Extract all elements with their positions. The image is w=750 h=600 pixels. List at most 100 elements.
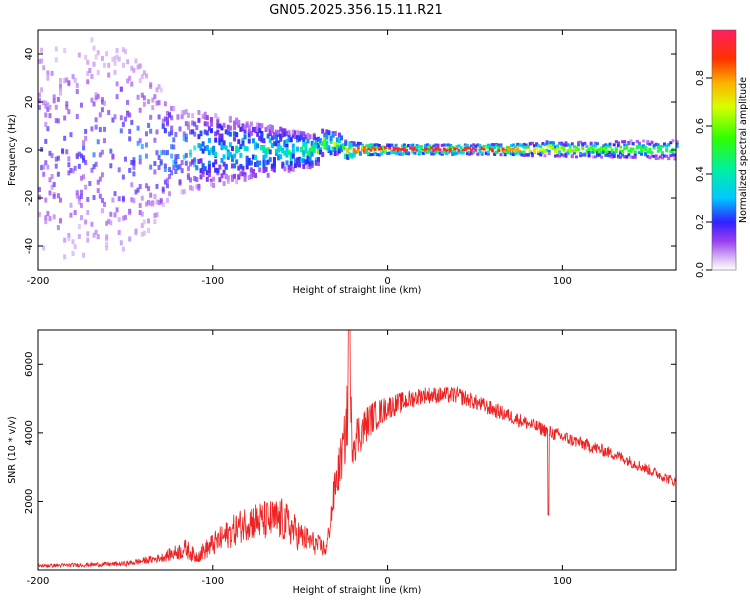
spectrogram-cell [411, 147, 415, 151]
spectrogram-cell [436, 143, 440, 147]
spectrogram-cell [283, 166, 287, 172]
spectrogram-cell [82, 145, 86, 151]
spectrogram-cell [394, 147, 398, 151]
spectrogram-cell [121, 174, 125, 180]
spectrogram-cell [209, 178, 213, 184]
spectrogram-cell [61, 148, 65, 154]
spectrogram-cell [295, 134, 299, 140]
spectrogram-cell [220, 136, 224, 142]
spectrogram-cell [46, 102, 50, 108]
spectrogram-cell [73, 244, 77, 250]
spectrogram-cell [612, 155, 616, 159]
spectrogram-cell [144, 201, 148, 207]
spectrogram-cell [302, 163, 306, 169]
spectrogram-cell [612, 151, 616, 155]
spectrogram-cell [352, 147, 356, 153]
spectrogram-cell [159, 150, 163, 156]
spectrogram-cell [205, 145, 209, 151]
spectrogram-cell [161, 123, 165, 129]
spectrogram-cell [226, 178, 230, 184]
spectrogram-cell [153, 169, 157, 175]
spectrogram-cell [535, 146, 539, 150]
spectrogram-cell [254, 154, 258, 160]
spectrogram-cell [287, 167, 291, 173]
spectrogram-cell [90, 221, 94, 227]
spectrogram-cell [312, 147, 316, 153]
spectrogram-cell [639, 146, 643, 150]
snr-y-ticks: 2000 4000 6000 [24, 352, 676, 514]
spectrogram-cell [67, 232, 71, 238]
spectrogram-cell [243, 176, 247, 182]
spectrogram-cell [216, 168, 220, 174]
spectrogram-cell [430, 152, 434, 156]
spectrogram-cell [184, 152, 188, 158]
spectrogram-cell [467, 146, 471, 150]
spectrogram-cell [623, 140, 627, 144]
spectrogram-cell [77, 224, 81, 230]
spectrogram-cell [197, 117, 201, 123]
spectrogram-cell [123, 156, 127, 162]
spectrogram-cell [539, 148, 543, 152]
spectrogram-cell [619, 151, 623, 155]
spectrogram-cell [629, 155, 633, 159]
spectrogram-cell [44, 103, 48, 109]
spectrogram-cell [579, 140, 583, 144]
spectrogram-cell [363, 151, 367, 155]
spectrogram-cell [430, 150, 434, 154]
spectrogram-cell [203, 114, 207, 120]
spectrogram-cell [182, 131, 186, 137]
spectrogram-cell [675, 144, 679, 148]
spectrogram-cell [574, 155, 578, 159]
spectrogram-cell [405, 145, 409, 149]
spectrogram-cell [619, 155, 623, 159]
spectrogram-cell [293, 130, 297, 136]
spectrogram-cell [65, 101, 69, 107]
spectrogram-cell [186, 124, 190, 130]
spectrogram-cell [539, 153, 543, 157]
spectrogram-cell [48, 216, 52, 222]
spectrogram-cell [493, 143, 497, 147]
spectrogram-cell [491, 143, 495, 147]
spectrogram-cell [308, 147, 312, 153]
spectrogram-cell [180, 168, 184, 174]
spectrogram-cell [84, 159, 88, 165]
spectrogram-cell [455, 145, 459, 149]
spectrogram-cell [648, 142, 652, 146]
spectrogram-cell [121, 121, 125, 127]
spectrogram-cell [560, 153, 564, 157]
spectrogram-cell [623, 155, 627, 159]
spectrogram-cell [262, 154, 266, 160]
spectrogram-cell [302, 141, 306, 147]
spectrogram-cell [203, 129, 207, 135]
spectrogram-cell [151, 201, 155, 207]
spectrogram-cell [660, 151, 664, 155]
spectrogram-cell [419, 150, 423, 154]
spectrogram-cell [295, 137, 299, 143]
spectrogram-cell [321, 141, 325, 147]
spectrogram-cell [75, 152, 79, 158]
spectrogram-cell [591, 150, 595, 154]
spectrogram-cell [98, 176, 102, 182]
spectrogram-cell [165, 116, 169, 122]
spectrogram-cell [518, 143, 522, 147]
spectrogram-cell [402, 143, 406, 147]
spectrogram-cell [361, 143, 365, 147]
spectrogram-cell [520, 153, 524, 157]
spectrogram-cell [168, 131, 172, 137]
spectrogram-cell [113, 55, 117, 61]
spectrogram-cell [285, 138, 289, 144]
spectrogram-cell [233, 173, 237, 179]
spectrogram-cell [509, 152, 513, 156]
spectrogram-cell [38, 104, 41, 110]
spectrogram-cell [84, 128, 88, 134]
spectrogram-cell [577, 143, 581, 147]
spectrogram-cell [306, 132, 310, 138]
spectrogram-cell [553, 147, 557, 151]
spectrogram-cell [243, 134, 247, 140]
spectrogram-cell [46, 70, 50, 76]
spectrogram-cell [447, 151, 451, 155]
spectrogram-cell [579, 151, 583, 155]
spectrogram-cell [82, 140, 86, 146]
spectrogram-cell [656, 143, 660, 147]
spectrogram-cell [222, 154, 226, 160]
